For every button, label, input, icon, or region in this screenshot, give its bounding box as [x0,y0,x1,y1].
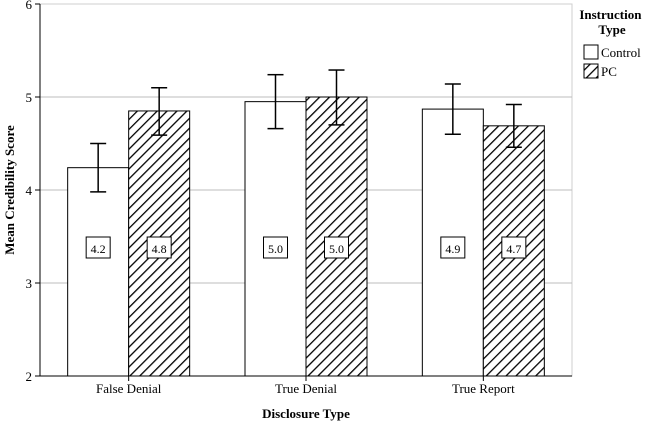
legend-label-control: Control [601,45,641,60]
legend-label-pc: PC [601,64,617,79]
x-tick-label: True Denial [275,381,337,396]
bars: 4.2 4.8 5.0 5.0 4.9 4.7 [67,69,545,377]
data-label: 5.0 [268,242,283,256]
y-tick-label: 5 [26,90,33,105]
legend-swatch-control [583,44,599,60]
data-label: 5.0 [329,242,344,256]
data-label: 4.2 [91,242,106,256]
y-tick-label: 3 [26,276,33,291]
x-axis: False Denial True Denial True Report [96,376,515,396]
data-label: 4.9 [445,242,460,256]
data-label-box [85,236,111,259]
bar-control-false-denial [67,167,130,377]
y-tick-label: 4 [26,183,33,198]
x-axis-label: Disclosure Type [262,406,350,421]
data-label-box [440,236,466,259]
x-tick-label: True Report [452,381,515,396]
data-label: 4.7 [506,242,521,256]
y-tick-label: 2 [26,369,33,384]
data-label-box [324,236,349,259]
data-label-box [146,236,172,259]
x-tick-label: False Denial [96,381,162,396]
legend: Instruction Type Control PC [579,7,644,79]
y-tick-label: 6 [26,0,33,12]
legend-swatch-pc [583,63,599,79]
legend-title: Instruction Type [579,7,644,37]
data-label-box [263,236,288,259]
data-label-box [501,236,527,259]
y-axis-label: Mean Credibility Score [2,125,17,255]
data-label: 4.8 [152,242,167,256]
